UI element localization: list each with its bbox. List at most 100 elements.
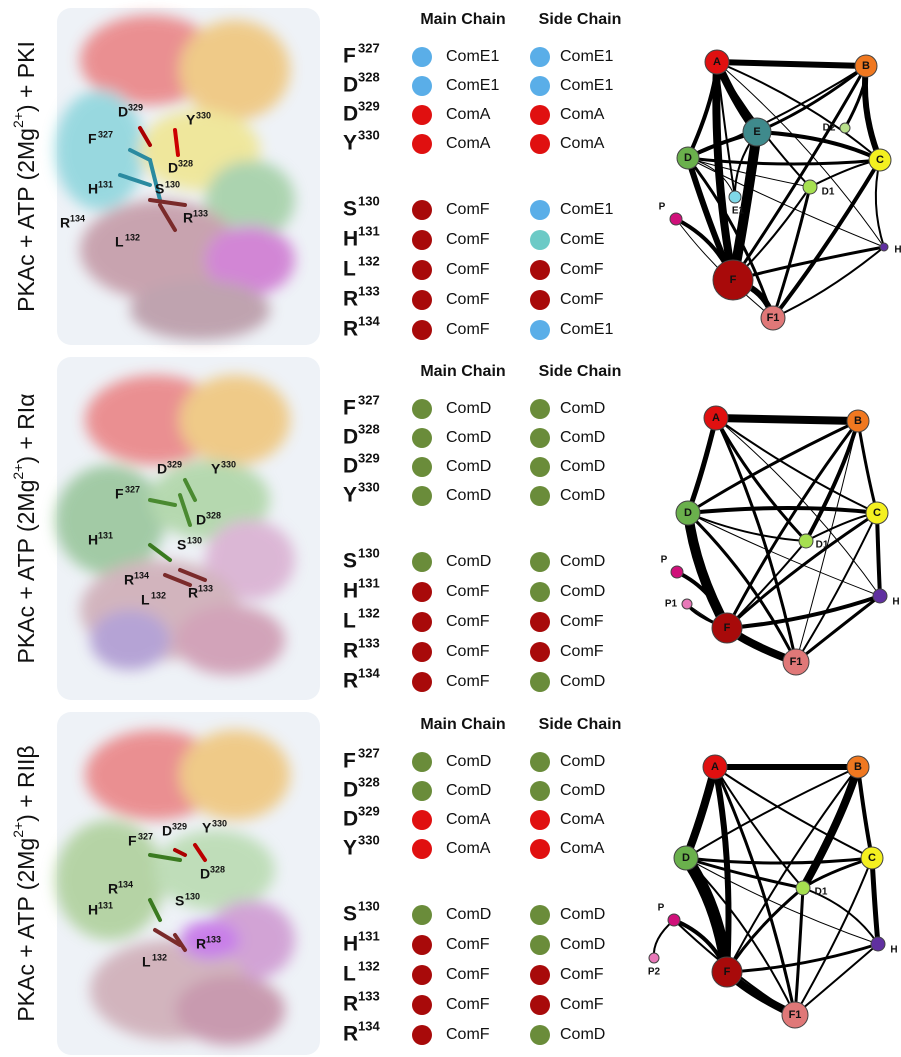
residue-number: 130 bbox=[358, 898, 380, 913]
residue-letter: D bbox=[343, 103, 358, 126]
side-chain-community-dot bbox=[530, 642, 550, 662]
network-edge bbox=[803, 767, 858, 888]
residue-number: 134 bbox=[358, 1018, 380, 1033]
network-edge bbox=[688, 513, 880, 596]
side-chain-community: ComD bbox=[560, 487, 605, 504]
structure-label-number: 130 bbox=[185, 891, 200, 901]
residue-letter: F bbox=[343, 45, 356, 68]
network-edge bbox=[773, 187, 810, 318]
residue-letter: D bbox=[343, 74, 358, 97]
side-chain-community: ComA bbox=[560, 106, 605, 123]
main-chain-community: ComA bbox=[446, 106, 491, 123]
residue-number: 330 bbox=[358, 832, 380, 847]
main-chain-community: ComF bbox=[446, 673, 490, 690]
residue-number: 327 bbox=[358, 745, 380, 760]
main-chain-community-dot bbox=[412, 290, 432, 310]
residue-letter: F bbox=[343, 750, 356, 773]
network-node-label: D bbox=[684, 507, 692, 519]
main-chain-community-dot bbox=[412, 582, 432, 602]
structure-label-residue: Y bbox=[211, 461, 221, 477]
structure-image bbox=[55, 375, 295, 675]
side-chain-community-dot bbox=[530, 612, 550, 632]
main-chain-community-dot bbox=[412, 552, 432, 572]
structure-label-residue: R bbox=[124, 572, 134, 588]
structure-label-residue: F bbox=[128, 833, 137, 849]
main-chain-community-dot bbox=[412, 995, 432, 1015]
network-node-label: F1 bbox=[767, 312, 780, 324]
side-chain-community-dot bbox=[530, 47, 550, 67]
main-chain-community: ComA bbox=[446, 811, 491, 828]
panel: D329Y330F327D328H131S130R134R133L132PKAc… bbox=[10, 8, 901, 345]
network-node-label: C bbox=[868, 852, 876, 864]
side-chain-community-dot bbox=[530, 965, 550, 985]
structure-label-number: 132 bbox=[125, 232, 140, 242]
main-chain-community: ComF bbox=[446, 583, 490, 600]
structure-label-number: 327 bbox=[138, 831, 153, 841]
structure-label-residue: L bbox=[115, 234, 124, 250]
main-chain-community: ComA bbox=[446, 135, 491, 152]
structure-label-residue: D bbox=[196, 512, 206, 528]
side-chain-community-dot bbox=[530, 399, 550, 419]
network-node-label: F1 bbox=[790, 656, 803, 668]
network-node-label: P bbox=[661, 555, 668, 566]
main-chain-community: ComD bbox=[446, 487, 491, 504]
structure-label-residue: H bbox=[88, 902, 98, 918]
network-node bbox=[670, 213, 682, 225]
structure-label-residue: S bbox=[155, 181, 164, 197]
side-chain-community: ComD bbox=[560, 753, 605, 770]
residue-letter: Y bbox=[343, 837, 357, 860]
network-edge bbox=[796, 596, 880, 662]
panel-title: PKAc + ATP (2Mg2+) + PKI bbox=[10, 41, 39, 312]
structure-region bbox=[175, 975, 285, 1045]
main-chain-header: Main Chain bbox=[420, 11, 505, 28]
side-chain-community: ComE bbox=[560, 231, 604, 248]
side-chain-community-dot bbox=[530, 230, 550, 250]
structure-label-number: 133 bbox=[198, 583, 213, 593]
structure-label-number: 131 bbox=[98, 530, 113, 540]
residue-number: 133 bbox=[358, 988, 380, 1003]
side-chain-community: ComD bbox=[560, 400, 605, 417]
structure-label-residue: Y bbox=[202, 820, 212, 836]
main-chain-community-dot bbox=[412, 76, 432, 96]
main-chain-community: ComF bbox=[446, 613, 490, 630]
side-chain-community: ComD bbox=[560, 458, 605, 475]
network-node bbox=[729, 191, 741, 203]
structure-label-number: 131 bbox=[98, 900, 113, 910]
main-chain-community-dot bbox=[412, 752, 432, 772]
network-node bbox=[873, 589, 887, 603]
title-text: PKAc + ATP (2Mg bbox=[13, 480, 39, 664]
main-chain-community: ComD bbox=[446, 458, 491, 475]
residue-number: 329 bbox=[358, 98, 380, 113]
residue-number: 327 bbox=[358, 392, 380, 407]
side-chain-community-dot bbox=[530, 752, 550, 772]
structure-region bbox=[90, 610, 170, 670]
main-chain-community-dot bbox=[412, 457, 432, 477]
network-node-label: P bbox=[658, 903, 665, 914]
structure-label-number: 130 bbox=[187, 535, 202, 545]
main-chain-community: ComF bbox=[446, 261, 490, 278]
structure-label-number: 329 bbox=[167, 459, 182, 469]
network-node-label: C bbox=[876, 154, 884, 166]
side-chain-community: ComA bbox=[560, 840, 605, 857]
main-chain-community: ComD bbox=[446, 429, 491, 446]
residue-number: 133 bbox=[358, 283, 380, 298]
main-chain-community: ComD bbox=[446, 782, 491, 799]
residue-letter: F bbox=[343, 397, 356, 420]
main-chain-community-dot bbox=[412, 399, 432, 419]
side-chain-community-dot bbox=[530, 200, 550, 220]
residue-letter: S bbox=[343, 198, 357, 221]
network-node-label: A bbox=[712, 412, 720, 424]
network-node bbox=[803, 180, 817, 194]
network-edge bbox=[727, 513, 877, 628]
side-chain-community-dot bbox=[530, 320, 550, 340]
side-chain-community: ComF bbox=[560, 643, 604, 660]
residue-number: 133 bbox=[358, 635, 380, 650]
title-text: PKAc + ATP (2Mg bbox=[13, 128, 39, 312]
structure-region bbox=[175, 605, 285, 675]
structure-label-residue: Y bbox=[186, 112, 196, 128]
side-chain-community-dot bbox=[530, 839, 550, 859]
main-chain-community: ComD bbox=[446, 400, 491, 417]
network-edge bbox=[727, 944, 878, 972]
side-chain-community: ComD bbox=[560, 906, 605, 923]
side-chain-community-dot bbox=[530, 290, 550, 310]
